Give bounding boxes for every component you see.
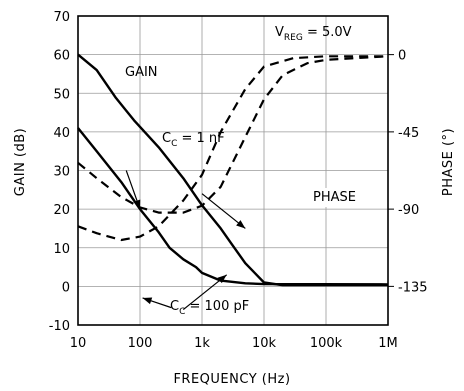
- tick-labels: 10 100 1k 10k 100k 1M -10 0 10 20 30 40 50 60 70 0 -45 -9…: [49, 10, 428, 351]
- y-tick-label: 70: [53, 10, 70, 25]
- x-tick-label: 10: [70, 336, 87, 351]
- x-tick-label: 1k: [194, 336, 210, 351]
- y2-tick-label: -90: [398, 203, 419, 218]
- x-tick-label: 1M: [378, 336, 398, 351]
- x-tick-label: 100k: [310, 336, 343, 351]
- cc-1nf-label: CC = 1 nF: [162, 131, 225, 149]
- annotation-arrows: [125, 170, 246, 311]
- y-tick-label: 50: [53, 87, 70, 102]
- y2-tick-label: -135: [398, 280, 428, 295]
- series-layer: [77, 53, 389, 287]
- gain-label: GAIN: [125, 65, 158, 80]
- y-tick-label: 0: [62, 280, 70, 295]
- condition-label: VREG = 5.0V: [275, 25, 352, 43]
- cc-100pf-label: CC = 100 pF: [170, 299, 249, 317]
- annotation-arrow-head: [142, 297, 153, 305]
- y-tick-label: 20: [53, 203, 70, 218]
- y2-tick-label: -45: [398, 126, 419, 141]
- annotation-arrow-head: [133, 199, 141, 210]
- series-line-2: [77, 127, 389, 286]
- y2-tick-label: 0: [398, 49, 406, 64]
- y-tick-label: 40: [53, 126, 70, 141]
- x-axis-label: FREQUENCY (Hz): [173, 372, 290, 387]
- plot-frame: [77, 15, 389, 326]
- series-line-1: [77, 53, 388, 287]
- annotation-arrow-head: [236, 220, 246, 229]
- annotation-arrow-line: [201, 193, 246, 229]
- grid: [77, 15, 389, 326]
- phase-label: PHASE: [313, 190, 356, 205]
- y-tick-label: 30: [53, 165, 70, 180]
- x-tick-label: 10k: [252, 336, 277, 351]
- y2-axis-label: PHASE (°): [441, 128, 456, 196]
- series-line-4: [77, 55, 389, 214]
- x-tick-label: 100: [128, 336, 153, 351]
- series-line-3: [77, 55, 388, 242]
- y-axis-label: GAIN (dB): [13, 128, 28, 196]
- phase-label-background: [309, 188, 360, 207]
- y-tick-label: 60: [53, 49, 70, 64]
- y-tick-label: -10: [49, 319, 70, 334]
- y-tick-label: 10: [53, 242, 70, 257]
- annotation-arrow-head: [217, 274, 227, 284]
- annotation-arrow-line: [182, 274, 228, 311]
